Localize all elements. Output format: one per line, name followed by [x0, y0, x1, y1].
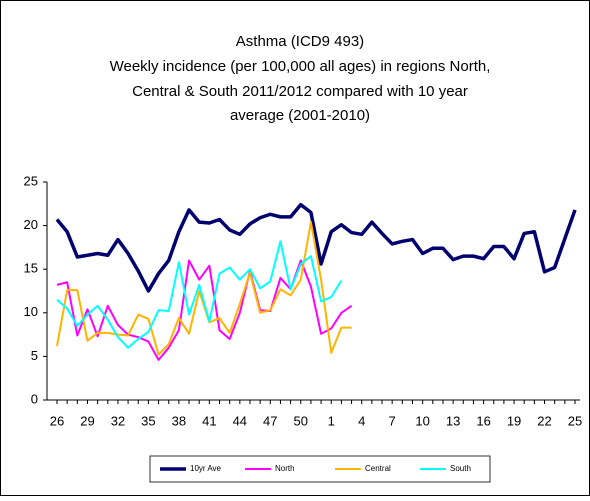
legend-label: South [450, 464, 471, 473]
y-tick-label: 20 [24, 217, 38, 232]
legend-label: Central [365, 464, 391, 473]
x-tick-label: 16 [476, 413, 490, 428]
x-tick-label: 41 [202, 413, 216, 428]
y-tick-label: 0 [31, 391, 38, 406]
series-line [56, 240, 343, 349]
x-tick-label: 35 [141, 413, 155, 428]
x-tick-label: 4 [358, 413, 365, 428]
legend-box [149, 455, 491, 483]
x-tick-label: 50 [294, 413, 308, 428]
chart-subtitle: Central & South 2011/2012 compared with … [132, 83, 468, 100]
x-tick-label: 22 [537, 413, 551, 428]
x-tick-label: 47 [263, 413, 277, 428]
y-tick-label: 25 [24, 173, 38, 188]
chart-title: Asthma (ICD9 493) [236, 33, 364, 50]
y-tick-label: 15 [24, 261, 38, 276]
chart-subtitle: average (2001-2010) [230, 107, 370, 124]
x-tick-label: 7 [389, 413, 396, 428]
x-tick-label: 1 [328, 413, 335, 428]
x-tick-label: 10 [415, 413, 429, 428]
x-tick-label: 25 [568, 413, 582, 428]
x-tick-label: 38 [172, 413, 186, 428]
x-tick-label: 32 [111, 413, 125, 428]
chart-subtitle: Weekly incidence (per 100,000 all ages) … [110, 58, 491, 75]
x-tick-label: 26 [50, 413, 64, 428]
x-tick-label: 13 [446, 413, 460, 428]
x-tick-label: 29 [80, 413, 94, 428]
legend-label: North [275, 464, 295, 473]
legend-label: 10yr Ave [190, 464, 222, 473]
x-tick-label: 44 [233, 413, 247, 428]
y-tick-label: 10 [24, 304, 38, 319]
x-tick-label: 19 [507, 413, 521, 428]
series-line [55, 202, 577, 293]
y-tick-label: 5 [31, 348, 38, 363]
